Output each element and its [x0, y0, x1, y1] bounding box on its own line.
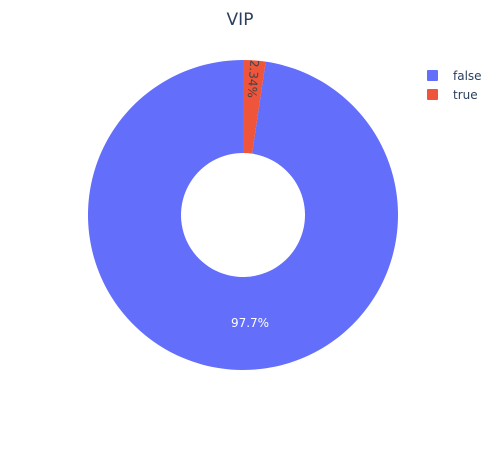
legend-label-false: false — [453, 68, 482, 83]
slice-label-false: 97.7% — [231, 316, 269, 330]
slice-label-true: 2.34% — [245, 59, 262, 98]
legend-label-true: true — [453, 87, 478, 102]
legend-item-true[interactable]: true — [427, 85, 482, 104]
chart-title: VIP — [226, 10, 254, 30]
slice-true[interactable] — [243, 60, 266, 154]
legend-swatch-false — [427, 70, 438, 81]
legend-swatch-true — [427, 89, 438, 100]
legend: false true — [427, 66, 482, 104]
legend-item-false[interactable]: false — [427, 66, 482, 85]
slice-false[interactable] — [87, 60, 398, 371]
